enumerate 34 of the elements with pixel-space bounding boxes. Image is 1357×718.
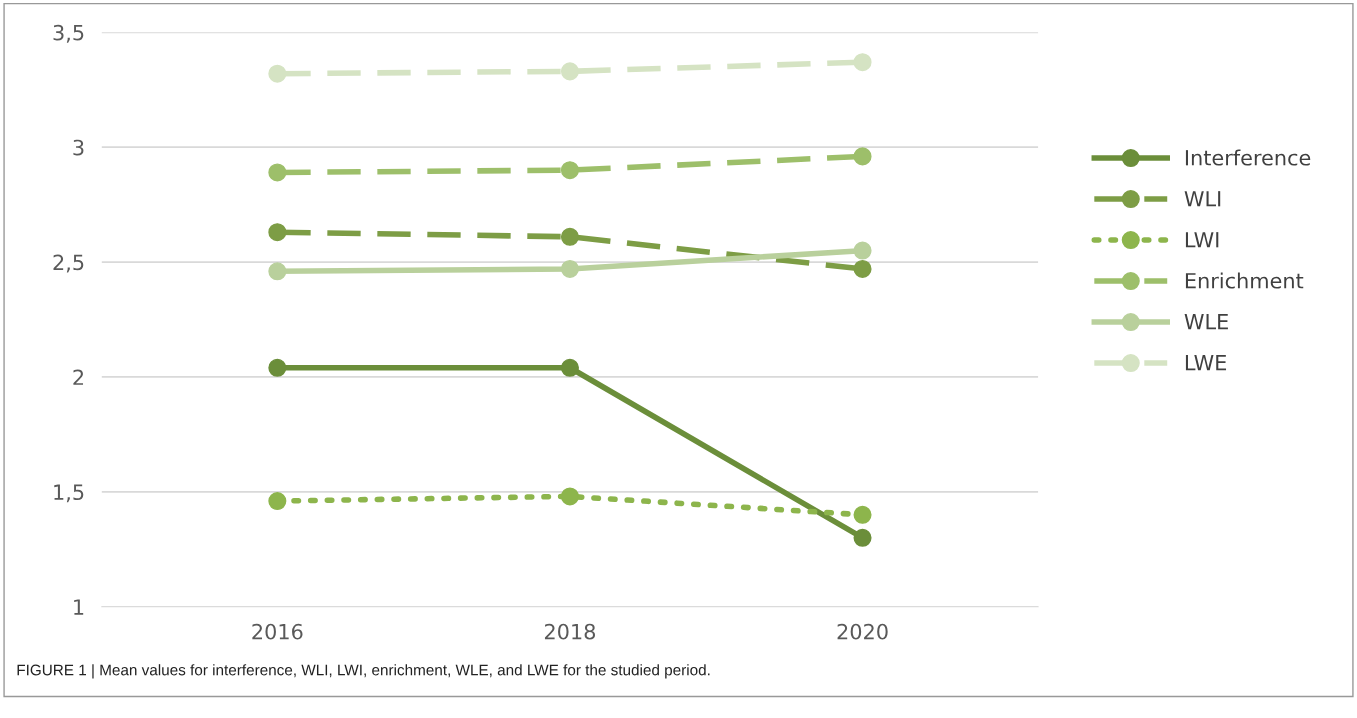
caption: FIGURE 1 | Mean values for interference, WLI, LWI, enrichment, WLE, and LWE for the studied period. [17, 664, 710, 679]
point [853, 528, 872, 547]
x-tick-label: 2016 [252, 623, 303, 640]
point [560, 227, 579, 246]
y-tick-label: 1,5 [54, 484, 84, 503]
y-tick-label: 2,5 [53, 254, 84, 273]
x-tick-label: 2020 [837, 623, 888, 640]
point [560, 487, 579, 506]
y-tick-label: 3 [73, 139, 84, 156]
point [268, 491, 287, 511]
point [853, 505, 872, 524]
point [853, 53, 872, 72]
point [268, 64, 287, 83]
y-tick-label: 3,5 [53, 24, 84, 43]
x-tick-label: 2018 [544, 623, 596, 640]
y-tick-label: 1 [74, 599, 84, 615]
legend-label: WLE [1184, 314, 1228, 330]
point [560, 161, 579, 180]
point [268, 262, 287, 281]
legend-label: WLI [1184, 191, 1221, 207]
point [853, 241, 872, 260]
point [560, 358, 579, 377]
point [853, 147, 872, 166]
point [560, 259, 579, 278]
legend-label: LWE [1185, 355, 1227, 371]
point [268, 358, 287, 377]
legend-label: LWI [1185, 232, 1219, 248]
y-tick-label: 2 [73, 369, 84, 385]
point [560, 62, 579, 81]
point [268, 223, 287, 242]
legend-label: Interference [1185, 149, 1311, 166]
point [268, 163, 287, 182]
point [853, 259, 872, 278]
legend-label: Enrichment [1185, 272, 1304, 289]
